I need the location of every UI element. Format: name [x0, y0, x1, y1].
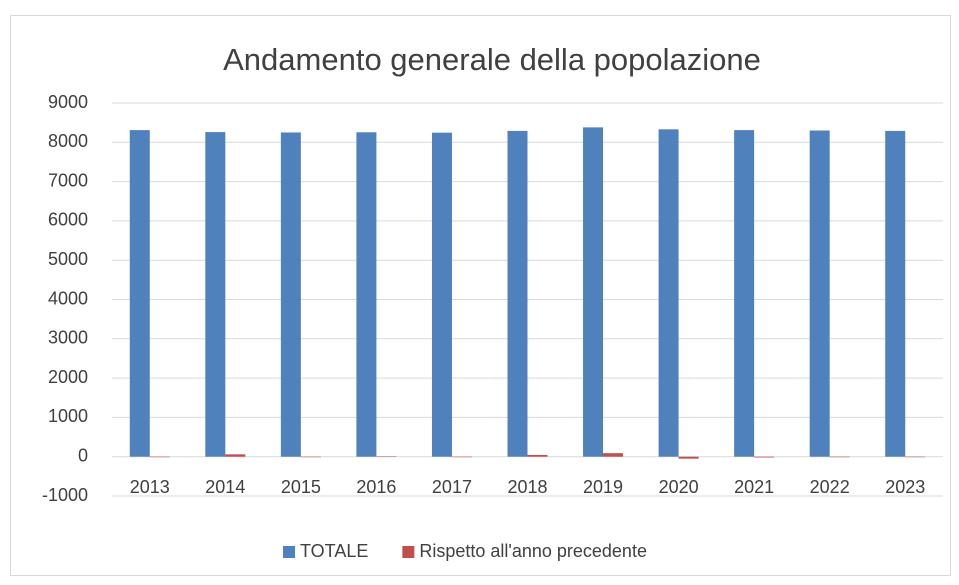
y-tick-label: 7000 [48, 170, 88, 190]
x-tick-label: 2020 [659, 477, 699, 497]
y-tick-label: 0 [78, 445, 88, 465]
bar [885, 130, 906, 457]
legend-label: TOTALE [300, 541, 368, 561]
bar [149, 456, 170, 458]
bar [451, 456, 472, 458]
x-tick-label: 2013 [130, 477, 170, 497]
bar [280, 132, 301, 457]
legend-swatch [283, 546, 295, 558]
bar [376, 456, 397, 458]
x-tick-label: 2022 [810, 477, 850, 497]
x-tick-label: 2017 [432, 477, 472, 497]
x-tick-label: 2021 [734, 477, 774, 497]
y-tick-label: 3000 [48, 328, 88, 348]
bar [754, 456, 775, 458]
chart-border [10, 15, 951, 576]
bar [356, 132, 377, 457]
bar [809, 130, 830, 457]
y-tick-label: -1000 [42, 485, 88, 505]
chart-title: Andamento generale della popolazione [223, 42, 761, 77]
bar [734, 130, 755, 457]
y-tick-label: 5000 [48, 249, 88, 269]
bar [905, 456, 926, 458]
bar [205, 132, 226, 457]
bar [225, 454, 246, 457]
x-tick-label: 2023 [885, 477, 925, 497]
y-tick-label: 2000 [48, 367, 88, 387]
x-tick-label: 2014 [205, 477, 245, 497]
bar [300, 456, 321, 458]
legend-swatch [402, 546, 415, 558]
bar [431, 132, 452, 457]
y-tick-label: 6000 [48, 210, 88, 230]
bar [829, 456, 850, 458]
legend-label: Rispetto all'anno precedente [419, 541, 647, 561]
x-tick-label: 2016 [356, 477, 396, 497]
bar [129, 130, 150, 457]
y-tick-label: 4000 [48, 288, 88, 308]
bar [603, 453, 624, 457]
y-tick-label: 8000 [48, 131, 88, 151]
bar [527, 454, 548, 457]
y-tick-label: 1000 [48, 406, 88, 426]
bar [678, 456, 699, 459]
x-tick-label: 2018 [507, 477, 547, 497]
y-tick-label: 9000 [48, 92, 88, 112]
bar [658, 129, 679, 457]
x-tick-label: 2015 [281, 477, 321, 497]
x-tick-label: 2019 [583, 477, 623, 497]
bar [507, 130, 528, 457]
bar [583, 127, 604, 457]
